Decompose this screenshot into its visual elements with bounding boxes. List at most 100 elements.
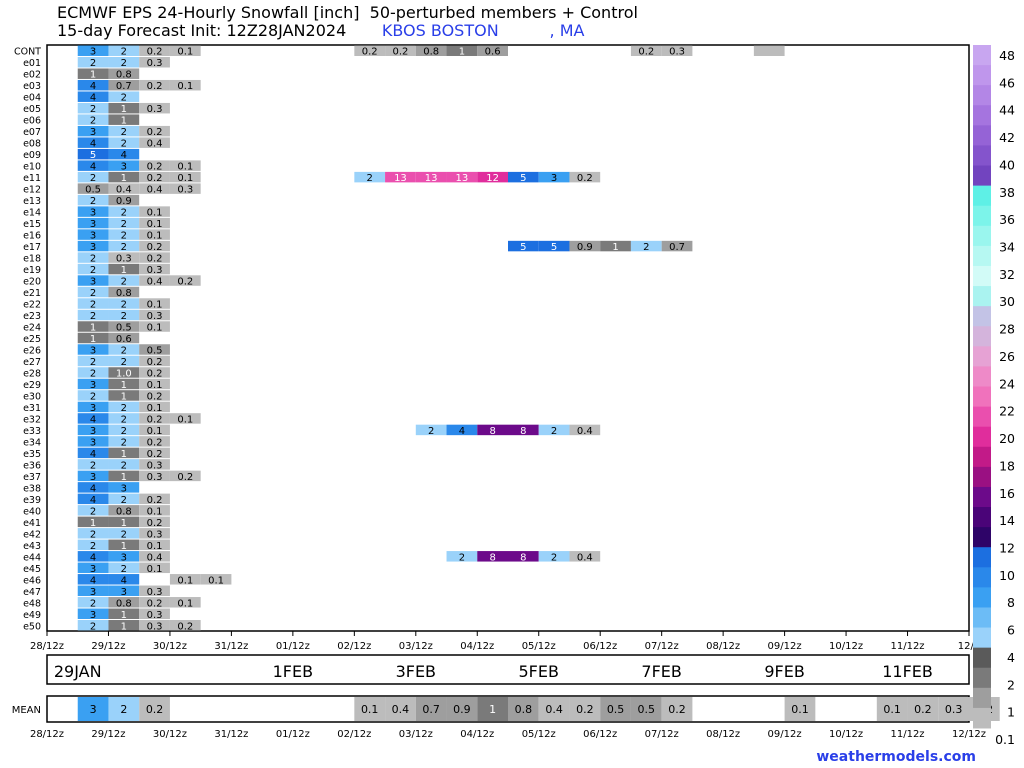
snow-cell (108, 551, 140, 562)
snow-cell (139, 367, 170, 378)
snow-cell (108, 240, 140, 252)
date-label: 11FEB (882, 662, 933, 681)
colorbar-segment (973, 667, 991, 689)
snow-value: 0.8 (116, 598, 132, 609)
snow-cell (108, 148, 140, 160)
snow-cell (139, 171, 170, 183)
date-panel (46, 654, 970, 685)
snow-value: 3 (90, 219, 96, 230)
snow-cell (77, 240, 109, 252)
snow-value: 3 (90, 610, 96, 621)
snow-value: 0.1 (177, 598, 193, 609)
time-tick-label: 05/12z (522, 641, 556, 652)
mean-time-tick-label: 10/12z (829, 729, 863, 740)
snow-cell (169, 171, 201, 183)
snow-value: 0.1 (147, 380, 163, 391)
snow-value: 0.5 (147, 345, 163, 356)
snow-cell (108, 562, 140, 574)
snow-cell (108, 321, 140, 332)
snow-value: 2 (90, 196, 96, 207)
snow-cell (108, 574, 140, 585)
mean-time-tick-label: 31/12z (214, 729, 248, 740)
snow-cell (139, 79, 170, 91)
snow-cell (108, 608, 140, 620)
snow-cell (108, 528, 140, 539)
snow-value: 3 (90, 426, 96, 437)
member-label: e24 (23, 323, 41, 334)
snow-value: 2 (428, 426, 434, 437)
snow-cell (661, 45, 693, 56)
snow-value: 3 (90, 277, 96, 288)
snow-cell (77, 378, 109, 390)
member-label: e06 (23, 116, 41, 127)
snow-cell (77, 355, 109, 367)
mean-value: 0.7 (422, 703, 440, 716)
snow-value: 2 (121, 219, 127, 230)
mean-cell (876, 697, 908, 721)
colorbar-tick-label: 12 (999, 540, 1015, 555)
colorbar-tick-label: 44 (999, 103, 1015, 118)
member-label: e29 (23, 380, 41, 391)
snow-cell (77, 252, 109, 263)
snow-value: 2 (90, 254, 96, 265)
snow-cell (77, 390, 109, 401)
snow-cell (538, 424, 570, 436)
member-label: e22 (23, 300, 41, 311)
mean-value: 0.3 (945, 703, 963, 716)
snow-value: 2 (90, 288, 96, 299)
snow-cell (753, 45, 785, 56)
snow-cell (108, 493, 140, 505)
member-label: e16 (23, 231, 41, 242)
mean-cell (446, 697, 478, 721)
snow-value: 1 (121, 518, 127, 529)
snow-value: 0.3 (147, 58, 163, 69)
colorbar-segment (973, 265, 991, 287)
member-label: e20 (23, 277, 41, 288)
snow-cell (108, 505, 140, 516)
snow-cell (77, 114, 109, 125)
snow-cell (169, 574, 201, 585)
snow-cell (77, 286, 109, 298)
mean-time-tick-label: 28/12z (30, 729, 64, 740)
member-label: e02 (23, 70, 41, 81)
member-label: e36 (23, 460, 41, 471)
snow-cell (108, 68, 140, 79)
colorbar-segment (973, 687, 991, 709)
colorbar-tick-label: 20 (999, 431, 1015, 446)
snow-cell (77, 344, 109, 355)
snow-value: 3 (90, 437, 96, 448)
mean-time-tick-label: 08/12z (706, 729, 740, 740)
snow-value: 0.3 (147, 460, 163, 471)
snow-cell (139, 459, 170, 470)
snow-cell (77, 79, 109, 91)
snow-value: 4 (90, 495, 96, 506)
snow-value: 0.3 (147, 472, 163, 483)
snow-value: 1 (121, 610, 127, 621)
snow-cell (108, 137, 140, 148)
snow-value: 4 (90, 162, 96, 173)
member-label: e37 (23, 472, 41, 483)
date-label: 9FEB (764, 662, 804, 681)
snow-cell (108, 539, 140, 551)
colorbar-tick-label: 1 (1007, 705, 1015, 720)
snow-value: 0.2 (147, 254, 163, 265)
time-tick-label: 11/12z (890, 641, 924, 652)
snow-cell (139, 413, 170, 424)
snow-value: 0.1 (177, 414, 193, 425)
snow-value: 5 (520, 173, 526, 184)
snow-value: 1 (90, 70, 96, 81)
snow-cell (108, 229, 140, 240)
snow-value: 0.2 (147, 449, 163, 460)
member-label: e50 (23, 621, 41, 632)
colorbar-tick-label: 48 (999, 48, 1015, 63)
snow-value: 1 (121, 380, 127, 391)
snow-value: 2 (90, 391, 96, 402)
time-tick-label: 10/12z (829, 641, 863, 652)
mean-value: 0.8 (515, 703, 533, 716)
snow-cell (139, 56, 170, 68)
snow-cell (77, 413, 109, 424)
snow-value: 2 (121, 242, 127, 253)
member-label: e03 (23, 81, 41, 92)
snow-cell (108, 206, 140, 217)
snow-cell (108, 252, 140, 263)
